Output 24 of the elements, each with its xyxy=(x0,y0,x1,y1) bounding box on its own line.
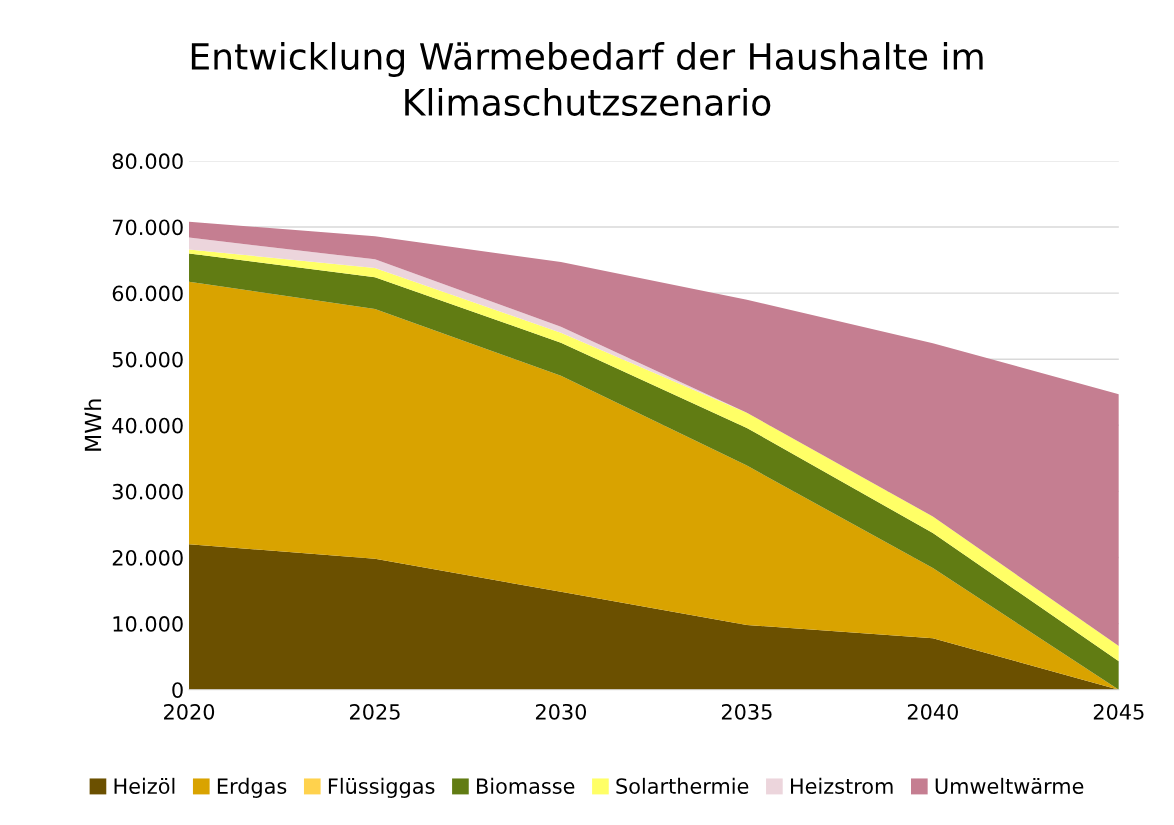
y-tick-label: 60.000 xyxy=(112,285,183,302)
y-tick-label: 70.000 xyxy=(112,219,183,236)
x-tick-label: 2025 xyxy=(349,703,400,720)
legend-label: Solarthermie xyxy=(616,777,749,794)
legend-label: Umweltwärme xyxy=(935,777,1084,794)
x-tick-label: 2020 xyxy=(164,703,215,720)
x-tick-label: 2045 xyxy=(1093,703,1144,720)
y-tick-label: 40.000 xyxy=(112,417,183,434)
y-tick-label: 20.000 xyxy=(112,549,183,566)
chart-title: Entwicklung Wärmebedarf der Haushalte im Klimaschutzszenario xyxy=(191,42,983,116)
x-tick-label: 2035 xyxy=(721,703,772,720)
y-tick-label: 30.000 xyxy=(112,483,183,500)
y-axis-title: MWh xyxy=(84,399,102,451)
y-tick-label: 50.000 xyxy=(112,351,183,368)
legend-label: Erdgas xyxy=(217,777,287,798)
y-tick-label: 0 xyxy=(172,682,183,698)
y-tick-label: 10.000 xyxy=(113,616,183,632)
y-tick-label: 80.000 xyxy=(112,153,183,170)
legend-label: Flüssiggas xyxy=(328,777,435,798)
x-tick-label: 2040 xyxy=(907,703,958,720)
x-tick-label: 2030 xyxy=(535,703,587,720)
legend-label: Heizöl xyxy=(114,777,175,794)
legend-label: Heizstrom xyxy=(791,777,893,794)
legend-label: Biomasse xyxy=(477,777,575,794)
